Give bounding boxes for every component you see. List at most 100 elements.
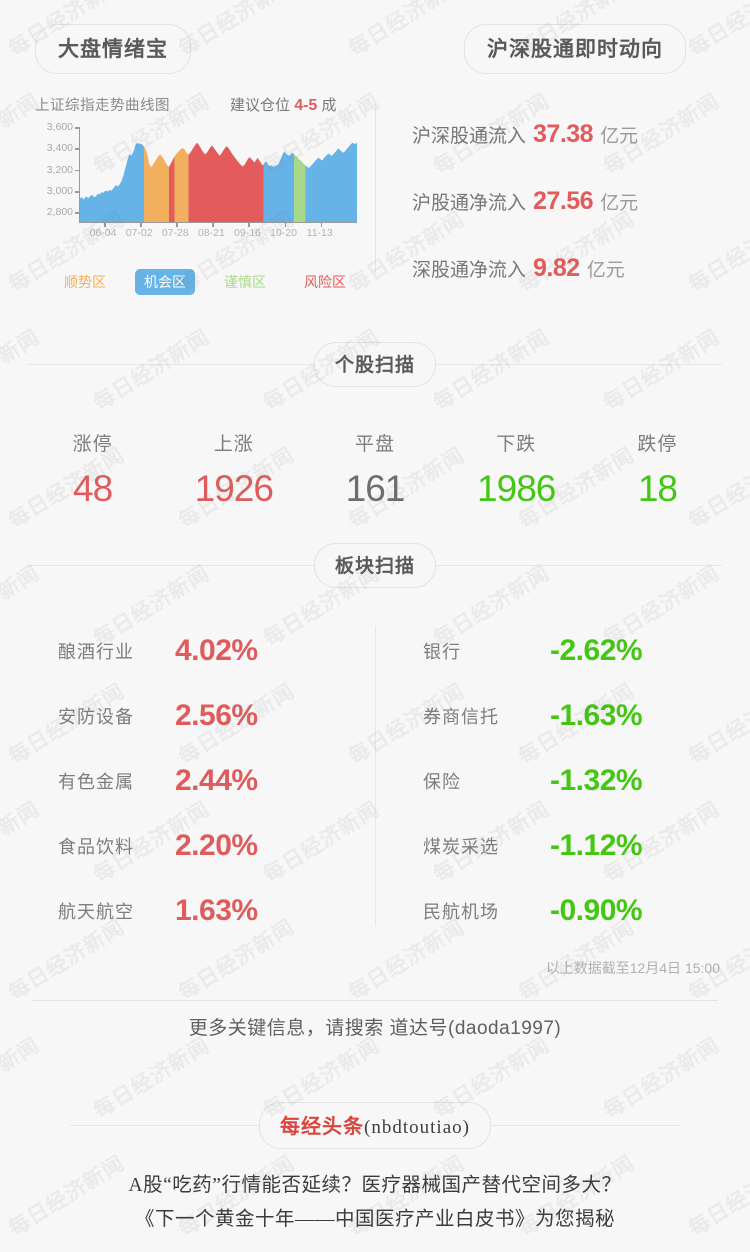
sector-name: 有色金属	[58, 771, 134, 792]
sector-name: 保险	[423, 771, 461, 792]
sector-row[interactable]: 券商信托 -1.63%	[375, 683, 750, 748]
stock-scan-cell: 下跌 1986	[446, 429, 587, 510]
stock-scan-cell: 平盘 161	[304, 429, 445, 510]
chart-y-tick-label: 3,400	[46, 142, 73, 155]
legend-item-0[interactable]: 顺势区	[64, 274, 106, 290]
chart-y-tick	[75, 191, 80, 193]
sector-name: 民航机场	[423, 901, 499, 922]
sector-row[interactable]: 民航机场 -0.90%	[375, 878, 750, 943]
hk-connect-title: 沪深股通即时动向	[464, 24, 686, 74]
stock-scan-cell: 涨停 48	[22, 429, 163, 510]
hk-panel-divider	[375, 104, 376, 274]
sector-change-pct: 4.02%	[175, 633, 258, 667]
chart-x-tick	[104, 222, 106, 227]
sector-row[interactable]: 保险 -1.32%	[375, 748, 750, 813]
chart-y-tick-label: 3,200	[46, 163, 73, 176]
hk-flow-unit: 亿元	[600, 193, 639, 214]
stock-scan-label: 涨停	[72, 434, 113, 455]
sector-row[interactable]: 食品饮料 2.20%	[0, 813, 375, 878]
chart-y-axis-labels: 2,800 3,000 3,200 3,400 3,600	[35, 121, 73, 225]
sector-row[interactable]: 银行 -2.62%	[375, 618, 750, 683]
sector-scan-section: 板块扫描 酿酒行业 4.02% 安防设备 2.56% 有色金属 2.44% 食品饮料 2.20…	[0, 543, 750, 943]
chart-x-tick-label: 06-04	[89, 227, 117, 239]
sector-change-pct: 2.56%	[175, 698, 258, 732]
position-advice-unit: 成	[321, 97, 337, 114]
chart-x-tick-label: 11-13	[306, 227, 333, 239]
hk-flow-unit: 亿元	[586, 260, 625, 281]
stock-scan-label: 跌停	[637, 434, 678, 455]
divider-right	[436, 364, 723, 365]
stock-scan-title-row: 个股扫描	[0, 342, 750, 387]
stock-scan-grid: 涨停 48 上涨 1926 平盘 161 下跌 1986 跌停 18	[0, 429, 750, 510]
sector-row[interactable]: 航天航空 1.63%	[0, 878, 375, 943]
headline-section: 每经头条(nbdtoutiao) A股“吃药”行情能否延续？医疗器械国产替代空间…	[0, 1102, 750, 1237]
sector-gainers-column: 酿酒行业 4.02% 安防设备 2.56% 有色金属 2.44% 食品饮料 2.20% 航天航空…	[0, 618, 375, 943]
sector-losers-column: 银行 -2.62% 券商信托 -1.63% 保险 -1.32% 煤炭采选 -1.12% 民航机场…	[375, 618, 750, 943]
chart-x-tick-label: 07-28	[161, 227, 189, 239]
hk-flow-row: 深股通净流入 9.82 亿元	[400, 254, 750, 283]
hk-connect-panel: 沪深股通即时动向 沪深股通流入 37.38 亿元 沪股通净流入 27.56 亿元 深股通净流…	[375, 24, 750, 283]
hk-flow-label: 沪深股通流入	[412, 126, 527, 147]
more-info-text: 更多关键信息，请搜索 道达号(daoda1997)	[188, 1018, 562, 1039]
sector-row[interactable]: 酿酒行业 4.02%	[0, 618, 375, 683]
legend-item-1[interactable]: 机会区	[135, 269, 195, 295]
chart-x-axis-labels: 06-04 07-02 07-28 08-21 09-16 10-20 11-13	[79, 227, 379, 243]
stock-scan-section: 个股扫描 涨停 48 上涨 1926 平盘 161 下跌 1986 跌停 18	[0, 342, 750, 510]
hk-flow-rows: 沪深股通流入 37.38 亿元 沪股通净流入 27.56 亿元 深股通净流入 9.82 亿元	[400, 120, 750, 283]
sector-row[interactable]: 有色金属 2.44%	[0, 748, 375, 813]
sector-change-pct: -0.90%	[550, 893, 643, 927]
chart-zone-area	[143, 146, 169, 222]
sector-name: 券商信托	[423, 706, 499, 727]
chart-plot-area	[75, 127, 357, 227]
headline-title-en: (nbdtoutiao)	[364, 1117, 470, 1138]
chart-caption: 上证综指走势曲线图	[35, 98, 170, 114]
sector-change-pct: -1.12%	[550, 828, 643, 862]
hk-flow-label: 沪股通净流入	[412, 193, 527, 214]
stock-scan-label: 上涨	[213, 434, 254, 455]
stock-scan-label: 平盘	[355, 434, 396, 455]
stock-scan-cell: 上涨 1926	[163, 429, 304, 510]
stock-scan-label: 下跌	[496, 434, 537, 455]
chart-zone-area	[294, 154, 306, 222]
sector-name: 航天航空	[58, 901, 134, 922]
divider-left	[70, 1125, 260, 1126]
sector-row[interactable]: 煤炭采选 -1.12%	[375, 813, 750, 878]
divider-left	[28, 565, 314, 566]
legend-item-2[interactable]: 谨慎区	[224, 274, 266, 290]
chart-y-tick-label: 3,600	[46, 121, 73, 133]
market-sentiment-panel: 大盘情绪宝 上证综指走势曲线图 建议仓位 4-5 成 2,800 3,000 3,2…	[0, 24, 400, 295]
hk-flow-value: 27.56	[533, 187, 594, 215]
footer-divider	[32, 1000, 718, 1001]
chart-zone-area	[305, 142, 357, 222]
as-of-timestamp: 以上数据截至12月4日 15:00	[545, 960, 720, 976]
chart-zone-area	[80, 142, 144, 222]
market-sentiment-title: 大盘情绪宝	[35, 24, 191, 74]
chart-header: 上证综指走势曲线图 建议仓位 4-5 成	[0, 94, 400, 115]
chart-x-tick-label: 09-16	[234, 227, 261, 239]
sector-change-pct: -1.32%	[550, 763, 643, 797]
stock-scan-cell: 跌停 18	[587, 429, 728, 510]
stock-scan-title: 个股扫描	[314, 342, 437, 387]
chart-x-tick-label: 07-02	[125, 227, 153, 239]
chart-y-tick	[75, 148, 80, 150]
legend-item-3[interactable]: 风险区	[304, 274, 346, 290]
headline-title-row: 每经头条(nbdtoutiao)	[0, 1102, 750, 1149]
hk-flow-row: 沪股通净流入 27.56 亿元	[400, 187, 750, 216]
chart-x-tick-label: 10-20	[270, 227, 297, 239]
chart-x-tick	[176, 222, 178, 227]
sector-row[interactable]: 安防设备 2.56%	[0, 683, 375, 748]
chart-x-tick	[284, 222, 287, 227]
chart-x-tick	[248, 222, 250, 227]
headline-body: A股“吃药”行情能否延续？医疗器械国产替代空间多大？ 《下一个黄金十年——中国医…	[0, 1169, 750, 1237]
sector-name: 食品饮料	[58, 836, 134, 857]
stock-scan-value: 1986	[477, 468, 556, 509]
stock-scan-value: 161	[345, 468, 406, 509]
position-advice-label: 建议仓位	[230, 97, 291, 114]
hk-flow-label: 深股通净流入	[412, 260, 527, 281]
sector-change-pct: -2.62%	[550, 633, 643, 667]
chart-zone-area	[188, 142, 264, 222]
position-advice: 建议仓位 4-5 成	[230, 94, 337, 115]
chart-plot-inner	[80, 127, 357, 222]
chart-y-tick	[75, 212, 80, 214]
